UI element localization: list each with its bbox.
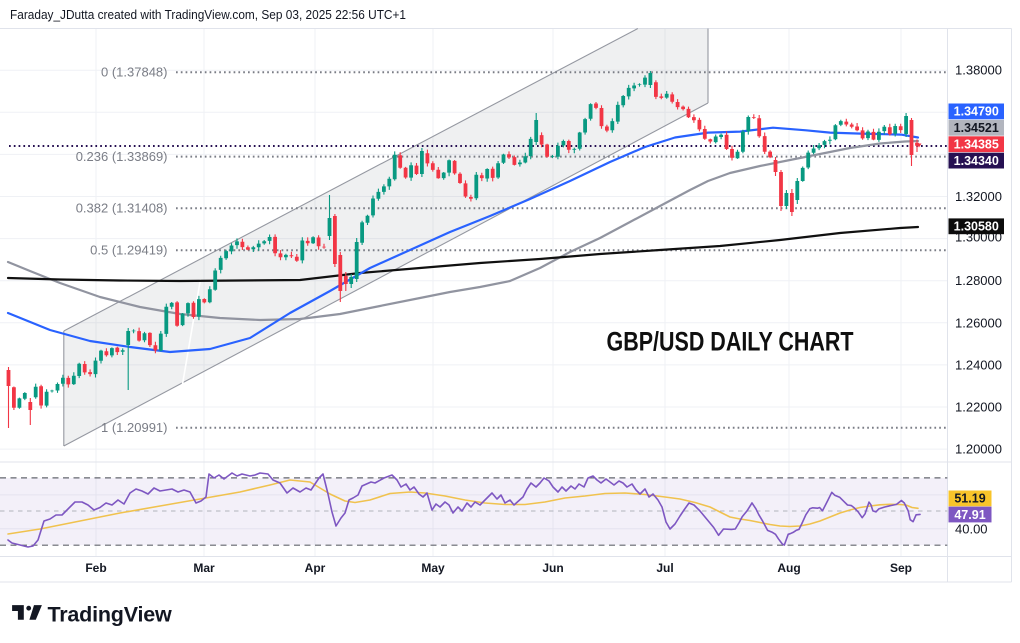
svg-text:Feb: Feb	[85, 561, 106, 575]
svg-text:GBP/USD DAILY CHART: GBP/USD DAILY CHART	[607, 327, 854, 357]
svg-text:1.34385: 1.34385	[954, 138, 999, 152]
svg-text:Apr: Apr	[305, 561, 326, 575]
svg-text:1.28000: 1.28000	[955, 273, 1002, 288]
svg-text:51.19: 51.19	[954, 492, 985, 506]
svg-text:Jul: Jul	[656, 561, 673, 575]
svg-text:Mar: Mar	[193, 561, 215, 575]
svg-text:May: May	[421, 561, 445, 575]
svg-text:1.22000: 1.22000	[955, 400, 1002, 415]
svg-text:0 (1.37848): 0 (1.37848)	[101, 65, 168, 80]
svg-text:47.91: 47.91	[954, 508, 985, 522]
svg-text:1.34340: 1.34340	[954, 154, 999, 168]
svg-text:1.32000: 1.32000	[955, 189, 1002, 204]
svg-text:1.30580: 1.30580	[954, 220, 999, 234]
svg-text:TradingView: TradingView	[48, 603, 173, 627]
svg-text:1.34521: 1.34521	[954, 121, 999, 135]
svg-text:40.00: 40.00	[955, 521, 988, 536]
svg-text:1.20000: 1.20000	[955, 442, 1002, 457]
svg-text:1.34790: 1.34790	[954, 105, 999, 119]
svg-text:0.5 (1.29419): 0.5 (1.29419)	[90, 243, 167, 258]
svg-text:1.24000: 1.24000	[955, 357, 1002, 372]
svg-text:Sep: Sep	[890, 561, 912, 575]
svg-text:0.236 (1.33869): 0.236 (1.33869)	[76, 149, 168, 164]
svg-text:1.38000: 1.38000	[955, 63, 1002, 78]
svg-text:1.26000: 1.26000	[955, 315, 1002, 330]
svg-text:Jun: Jun	[542, 561, 563, 575]
svg-text:Aug: Aug	[777, 561, 800, 575]
svg-text:1 (1.20991): 1 (1.20991)	[101, 420, 168, 435]
svg-text:0.382 (1.31408): 0.382 (1.31408)	[76, 201, 168, 216]
svg-text:Faraday_JDutta created with Tr: Faraday_JDutta created with TradingView.…	[10, 8, 406, 22]
